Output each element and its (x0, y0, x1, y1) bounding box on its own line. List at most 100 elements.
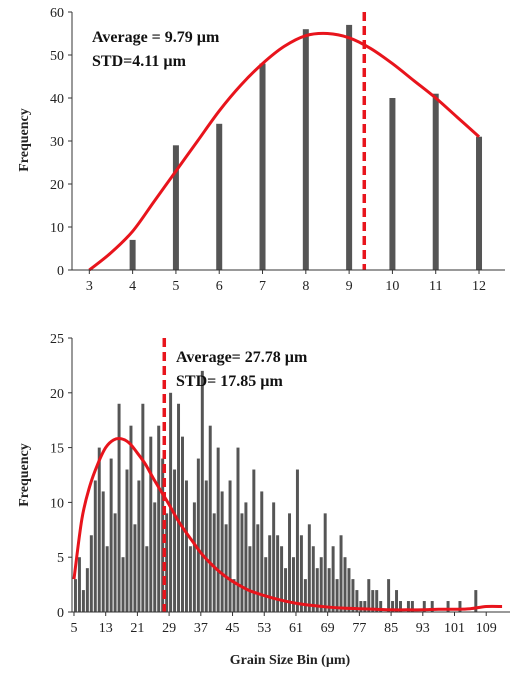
bar (291, 557, 295, 612)
bar (117, 403, 121, 612)
bar (446, 601, 450, 612)
bar (232, 579, 236, 612)
bar (367, 579, 371, 612)
bar (288, 513, 291, 612)
bar (303, 579, 307, 612)
x-tick-label: 5 (70, 621, 77, 636)
bar (93, 480, 97, 612)
bar (173, 469, 177, 612)
bar (212, 513, 216, 612)
bar (343, 557, 347, 612)
bar (363, 601, 367, 612)
bar (379, 601, 383, 612)
bar (260, 491, 264, 612)
bar (196, 458, 200, 612)
bar (276, 535, 280, 612)
x-tick-label: 93 (416, 621, 430, 636)
bar (280, 546, 284, 612)
bar (359, 601, 363, 612)
bar (346, 24, 353, 271)
y-tick-label: 0 (57, 606, 64, 621)
bar (319, 557, 323, 612)
bar (476, 136, 483, 270)
bar (113, 513, 117, 612)
bar (121, 557, 125, 612)
bar (264, 557, 268, 612)
x-tick-label: 13 (99, 621, 113, 636)
bar (125, 469, 129, 612)
bar (432, 93, 439, 270)
bar (422, 601, 426, 612)
bar (335, 579, 339, 612)
bar (268, 535, 272, 612)
x-tick-label: 29 (162, 621, 176, 636)
bar (327, 568, 331, 612)
bar (133, 524, 137, 612)
bar (101, 491, 105, 612)
bar (399, 601, 402, 612)
y-tick-label: 30 (50, 135, 64, 150)
bar (172, 145, 179, 270)
bar (240, 513, 244, 612)
bar (145, 546, 149, 612)
fit-curve (72, 437, 503, 612)
x-tick-label: 77 (352, 621, 366, 636)
bar (430, 601, 434, 612)
bar (406, 601, 410, 612)
bar (105, 546, 109, 612)
x-tick-label: 6 (216, 279, 223, 294)
y-tick-label: 25 (50, 332, 64, 347)
average-annotation-2: Average= 27.78 µm (176, 349, 308, 366)
bar (347, 568, 351, 612)
bar (141, 403, 145, 612)
bar (216, 123, 223, 270)
bar (81, 590, 85, 612)
x-tick-label: 3 (86, 279, 93, 294)
bar (137, 480, 141, 612)
bar (259, 63, 266, 270)
bar (299, 535, 303, 612)
bar (97, 447, 101, 612)
y-tick-label: 60 (50, 6, 64, 21)
x-tick-label: 10 (385, 279, 399, 294)
bar (157, 425, 161, 612)
y-tick-label: 15 (50, 442, 64, 457)
std-annotation-1: STD=4.11 µm (92, 53, 187, 70)
fit-curve (88, 31, 481, 272)
bar (323, 513, 327, 612)
bar (73, 579, 77, 612)
bar (200, 370, 204, 612)
x-tick-label: 5 (172, 279, 179, 294)
bar (165, 513, 169, 612)
x-tick-label: 9 (346, 279, 353, 294)
bar (458, 601, 462, 612)
x-tick-label: 53 (257, 621, 271, 636)
bar (220, 491, 224, 612)
bar (177, 403, 181, 612)
bar (89, 535, 93, 612)
bar (85, 568, 89, 612)
y-tick-label: 0 (57, 264, 64, 279)
x-tick-label: 61 (289, 621, 303, 636)
average-annotation-1: Average = 9.79 µm (92, 29, 220, 46)
bar (295, 469, 299, 612)
bar (248, 546, 252, 612)
bar (355, 590, 359, 612)
bar (391, 601, 395, 612)
bar (351, 579, 355, 612)
bar (375, 590, 379, 612)
bar (284, 568, 288, 612)
x-tick-label: 21 (130, 621, 144, 636)
x-tick-label: 37 (194, 621, 208, 636)
bar (307, 524, 311, 612)
bar (204, 480, 208, 612)
bar (474, 590, 478, 612)
bar (228, 480, 232, 612)
bar (311, 546, 315, 612)
bar (272, 502, 276, 612)
bar (224, 524, 228, 612)
y-tick-label: 40 (50, 92, 64, 107)
bar (252, 469, 256, 612)
